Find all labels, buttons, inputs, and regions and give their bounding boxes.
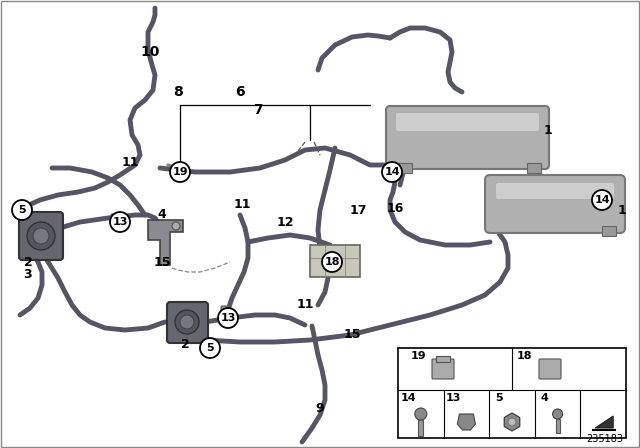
Text: 11: 11: [233, 198, 251, 211]
Polygon shape: [595, 416, 613, 428]
Bar: [527, 163, 541, 173]
Text: 235183: 235183: [586, 434, 623, 444]
Bar: [436, 356, 450, 362]
Text: 1: 1: [618, 203, 627, 216]
Text: 1: 1: [543, 124, 552, 137]
Circle shape: [322, 252, 342, 272]
Bar: [419, 420, 423, 436]
Ellipse shape: [552, 409, 563, 419]
Circle shape: [170, 162, 190, 182]
Bar: [398, 163, 412, 173]
Text: 9: 9: [316, 401, 324, 414]
Text: 18: 18: [516, 351, 532, 361]
Circle shape: [180, 315, 194, 329]
Text: 12: 12: [276, 215, 294, 228]
Text: 3: 3: [24, 268, 32, 281]
Text: 15: 15: [153, 255, 171, 268]
Text: 5: 5: [18, 205, 26, 215]
Circle shape: [218, 308, 238, 328]
Text: 14: 14: [594, 195, 610, 205]
Circle shape: [382, 162, 402, 182]
Text: 17: 17: [349, 203, 367, 216]
Text: 13: 13: [220, 313, 236, 323]
Text: 14: 14: [384, 167, 400, 177]
FancyBboxPatch shape: [496, 183, 614, 199]
Circle shape: [592, 190, 612, 210]
FancyBboxPatch shape: [396, 113, 539, 131]
Text: 4: 4: [541, 393, 548, 403]
Text: 2: 2: [180, 339, 189, 352]
Text: 5: 5: [495, 393, 503, 403]
Bar: [602, 226, 616, 236]
FancyBboxPatch shape: [19, 212, 63, 260]
Circle shape: [172, 222, 180, 230]
Text: 6: 6: [235, 85, 245, 99]
Circle shape: [175, 310, 199, 334]
Text: 11: 11: [121, 155, 139, 168]
Text: 13: 13: [446, 393, 461, 403]
FancyBboxPatch shape: [539, 359, 561, 379]
Circle shape: [508, 418, 516, 426]
FancyBboxPatch shape: [432, 359, 454, 379]
Polygon shape: [504, 413, 520, 431]
FancyBboxPatch shape: [386, 106, 549, 169]
Circle shape: [110, 212, 130, 232]
Circle shape: [200, 338, 220, 358]
Text: 11: 11: [296, 298, 314, 311]
Text: 10: 10: [140, 45, 160, 59]
FancyBboxPatch shape: [221, 306, 230, 315]
Text: 19: 19: [410, 351, 426, 361]
Text: 14: 14: [400, 393, 416, 403]
FancyBboxPatch shape: [111, 214, 120, 223]
Bar: [556, 419, 559, 433]
FancyBboxPatch shape: [167, 302, 208, 343]
Text: 5: 5: [206, 343, 214, 353]
Text: 19: 19: [172, 167, 188, 177]
Bar: [310, 245, 360, 277]
Text: 18: 18: [324, 257, 340, 267]
Circle shape: [27, 222, 55, 250]
Text: 13: 13: [112, 217, 128, 227]
FancyBboxPatch shape: [485, 175, 625, 233]
Polygon shape: [458, 414, 476, 430]
Text: 2: 2: [24, 255, 33, 268]
Polygon shape: [148, 220, 183, 265]
Circle shape: [33, 228, 49, 244]
Text: 4: 4: [157, 208, 166, 221]
Circle shape: [12, 200, 32, 220]
Text: 7: 7: [253, 103, 263, 117]
Ellipse shape: [415, 408, 427, 420]
Text: 8: 8: [173, 85, 183, 99]
Text: 16: 16: [387, 202, 404, 215]
Bar: [398, 348, 626, 438]
Text: 15: 15: [343, 328, 361, 341]
